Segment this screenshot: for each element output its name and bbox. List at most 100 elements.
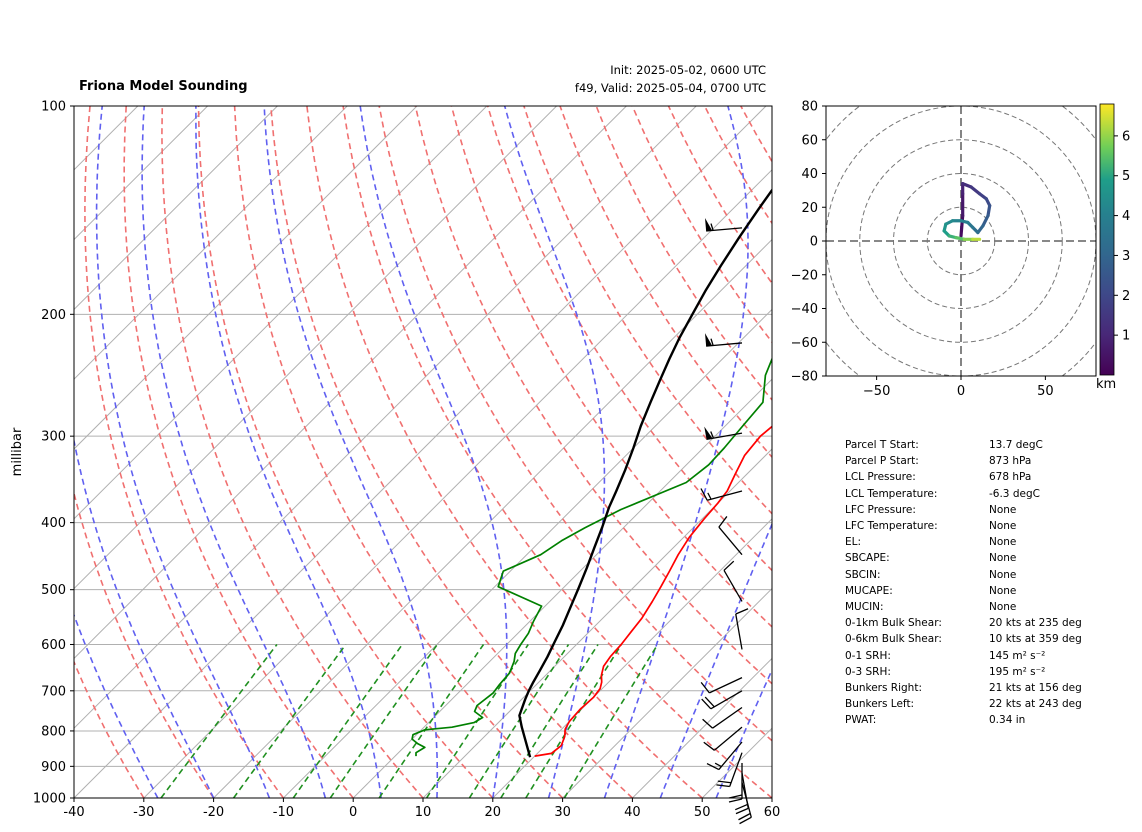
stat-value: None [989, 584, 1017, 597]
moist-adiabat [359, 106, 508, 798]
temperature-line [534, 425, 772, 757]
x-tick-label: -30 [133, 805, 154, 820]
stat-label: 0-1km Bulk Shear: [845, 617, 942, 630]
x-tick-label: 40 [624, 805, 641, 820]
x-tick-label: 0 [349, 805, 357, 820]
mixing-ratio-line [160, 644, 278, 798]
stat-value: 678 hPa [989, 471, 1032, 484]
stat-value: 195 m² s⁻² [989, 665, 1046, 678]
y-tick-label: 700 [41, 684, 66, 699]
valid-time: f49, Valid: 2025-05-04, 0700 UTC [574, 81, 766, 95]
skew-t-axes: -40 -30 -20 -10 0 10 20 30 40 50 60 100 200 300 400 500… [33, 100, 780, 821]
dry-adiabat [342, 106, 772, 798]
isotherm-line [632, 657, 772, 798]
wind-barb-flag [705, 333, 713, 347]
y-tick-label: 500 [41, 583, 66, 598]
wind-barb-staff [707, 490, 743, 501]
isotherm-line [562, 587, 772, 798]
isotherm-line [283, 308, 772, 798]
stat-label: 0-1 SRH: [845, 649, 891, 662]
moist-adiabat [141, 106, 327, 798]
isotherm-line [74, 106, 557, 590]
wind-barb-half [710, 431, 715, 439]
wind-barb-staff [723, 569, 743, 602]
wind-barb-full [728, 794, 743, 799]
dry-adiabat [450, 106, 772, 628]
x-tick-label: 50 [694, 805, 711, 820]
y-tick-label: 1000 [33, 792, 66, 807]
dewpoint-line [411, 356, 772, 757]
wind-barb-full [700, 488, 708, 501]
parcel-line [518, 188, 772, 758]
hodo-y-tick-label: 80 [801, 100, 818, 115]
colorbar [1099, 103, 1115, 376]
stat-row: Parcel T Start: 13.7 degC [845, 437, 1082, 453]
stat-value: 145 m² s⁻² [989, 649, 1046, 662]
stat-row: Bunkers Left: 22 kts at 243 deg [845, 696, 1082, 712]
hodograph-segment [959, 214, 965, 238]
dry-adiabat [74, 490, 215, 798]
stat-row: 0-6km Bulk Shear: 10 kts at 359 deg [845, 631, 1082, 647]
moist-adiabat [503, 106, 606, 798]
stat-label: SBCIN: [845, 568, 881, 581]
stat-label: 0-3 SRH: [845, 665, 891, 678]
stat-value: 22 kts at 243 deg [989, 698, 1082, 711]
wind-barb-full [706, 762, 720, 771]
sounding-stats-table: Parcel T Start: 13.7 degC Parcel P Start:… [845, 437, 1082, 729]
skew-t-frame [73, 105, 773, 799]
hodo-y-tick-label: 40 [801, 167, 818, 182]
stat-value: 873 hPa [989, 455, 1032, 468]
stat-value: 10 kts at 359 deg [989, 633, 1082, 646]
y-tick-label: 900 [41, 760, 66, 775]
wind-barb-full [728, 798, 743, 803]
stat-row: Bunkers Right: 21 kts at 156 deg [845, 680, 1082, 696]
isotherm-line [74, 106, 488, 520]
isotherm-line [74, 106, 348, 380]
wind-barb-full [704, 696, 715, 708]
wind-barb-staff [741, 782, 752, 818]
stat-label: LFC Pressure: [845, 503, 916, 516]
isotherm-line [74, 106, 627, 660]
wind-barb-staff [718, 526, 743, 556]
y-axis-label: millibar [10, 427, 25, 476]
isotherm-line [213, 238, 772, 798]
x-tick-label: -40 [63, 805, 84, 820]
wind-barb-staff [735, 613, 743, 650]
stat-label: SBCAPE: [845, 552, 890, 565]
stat-row: Parcel P Start: 873 hPa [845, 453, 1082, 469]
hodo-x-tick-label: 0 [957, 384, 965, 399]
mixing-ratio-line [468, 644, 570, 798]
stat-value: 20 kts at 235 deg [989, 617, 1082, 630]
stat-row: MUCAPE: None [845, 583, 1082, 599]
hodo-y-tick-label: −80 [791, 370, 818, 385]
wind-barb-flag [704, 426, 713, 440]
mixing-ratio-line [378, 644, 485, 798]
wind-barb-staff [710, 690, 743, 710]
colorbar-tick-label: 3 [1122, 249, 1130, 264]
stat-label: MUCIN: [845, 601, 884, 614]
stat-row: PWAT: 0.34 in [845, 712, 1082, 728]
stat-label: Bunkers Right: [845, 682, 922, 695]
init-time: Init: 2025-05-02, 0600 UTC [610, 63, 766, 77]
stat-value: -6.3 degC [989, 487, 1040, 500]
dry-adiabat [161, 106, 424, 798]
wind-barb-half [714, 762, 722, 768]
dry-adiabat [306, 106, 703, 798]
stat-value: None [989, 536, 1017, 549]
stat-row: SBCIN: None [845, 567, 1082, 583]
colorbar-label: km [1096, 377, 1116, 392]
mixing-ratio-line [425, 644, 529, 798]
x-tick-label: 30 [554, 805, 571, 820]
y-tick-label: 600 [41, 638, 66, 653]
stat-value: None [989, 568, 1017, 581]
x-tick-label: 20 [485, 805, 502, 820]
y-tick-label: 300 [41, 430, 66, 445]
stat-row: 0-1 SRH: 145 m² s⁻² [845, 648, 1082, 664]
colorbar-axes: 1 2 3 4 5 6 km [1096, 129, 1130, 392]
hodo-x-tick-label: 50 [1037, 384, 1054, 399]
stat-row: LCL Pressure: 678 hPa [845, 469, 1082, 485]
stat-row: 0-3 SRH: 195 m² s⁻² [845, 664, 1082, 680]
moist-adiabat [263, 106, 439, 798]
stat-label: LCL Pressure: [845, 471, 916, 484]
hodograph-grid [826, 106, 1096, 376]
